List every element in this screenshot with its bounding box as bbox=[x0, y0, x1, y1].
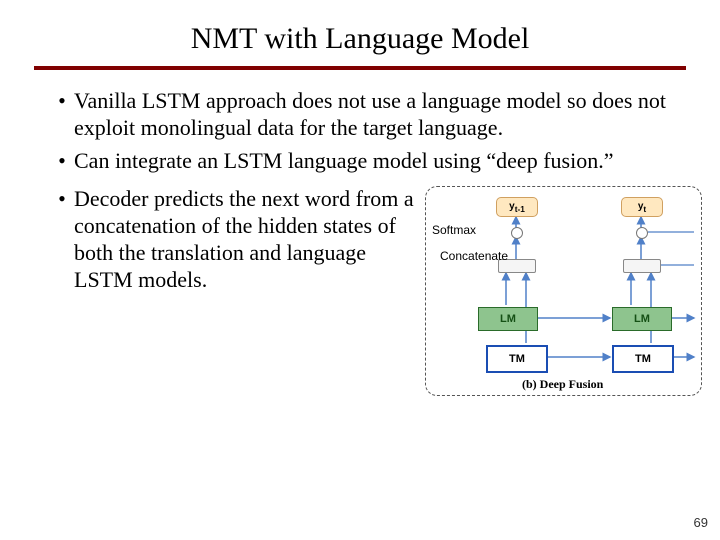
diagram-container: yt-1 yt Softmax Concatenate LM LM TM TM … bbox=[425, 186, 705, 406]
bullet-dot: • bbox=[50, 148, 74, 175]
diagram-caption: (b) Deep Fusion bbox=[522, 377, 603, 392]
tm-2: TM bbox=[612, 345, 674, 373]
lm-2: LM bbox=[612, 307, 672, 331]
lm-1: LM bbox=[478, 307, 538, 331]
bullet-text: Decoder predicts the next word from a co… bbox=[74, 186, 425, 293]
title-rule bbox=[34, 66, 686, 70]
bullet-dot: • bbox=[50, 186, 74, 293]
bullet-3: • Decoder predicts the next word from a … bbox=[50, 186, 425, 293]
page-number: 69 bbox=[694, 515, 708, 530]
y-t-box: yt bbox=[621, 197, 663, 217]
tm-1: TM bbox=[486, 345, 548, 373]
bullet-text: Vanilla LSTM approach does not use a lan… bbox=[74, 88, 670, 142]
lower-section: • Decoder predicts the next word from a … bbox=[0, 186, 720, 406]
diagram-box: yt-1 yt Softmax Concatenate LM LM TM TM … bbox=[425, 186, 702, 396]
bullet-3-wrap: • Decoder predicts the next word from a … bbox=[0, 186, 425, 406]
concat-2 bbox=[623, 259, 661, 273]
bullet-2: • Can integrate an LSTM language model u… bbox=[50, 148, 670, 175]
concatenate-label: Concatenate bbox=[440, 249, 508, 263]
bullet-list: • Vanilla LSTM approach does not use a l… bbox=[50, 88, 670, 174]
bullet-dot: • bbox=[50, 88, 74, 142]
y-prev-sub: t-1 bbox=[515, 204, 525, 214]
softmax-label: Softmax bbox=[432, 223, 476, 237]
bullet-text: Can integrate an LSTM language model usi… bbox=[74, 148, 613, 175]
y-prev-box: yt-1 bbox=[496, 197, 538, 217]
page-title: NMT with Language Model bbox=[0, 0, 720, 66]
bullet-1: • Vanilla LSTM approach does not use a l… bbox=[50, 88, 670, 142]
y-t-sub: t bbox=[643, 204, 646, 214]
